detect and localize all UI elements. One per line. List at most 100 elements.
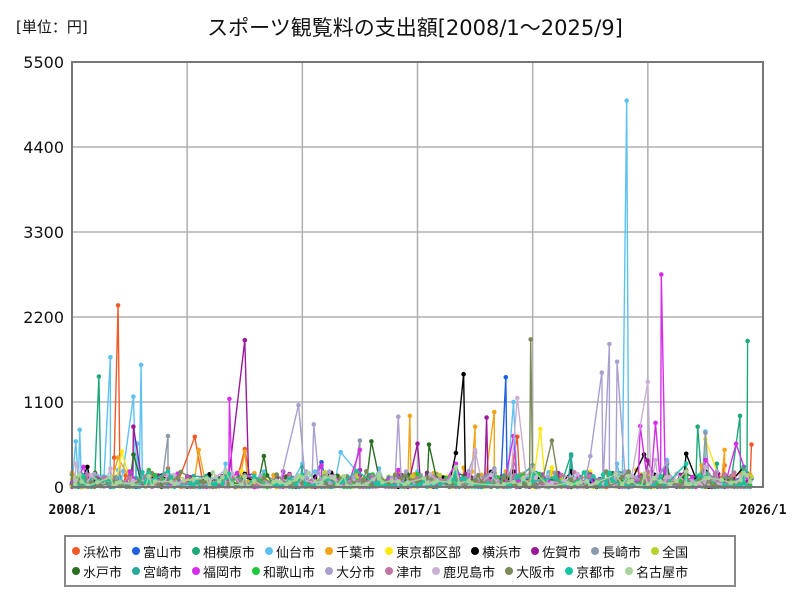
data-point [696,473,702,478]
data-point [594,480,599,485]
legend-label: 千葉市 [336,545,376,561]
data-point [168,474,174,480]
data-point [578,480,583,485]
data-point [407,413,413,419]
data-point [376,472,382,477]
data-point [77,427,82,433]
data-point [108,354,113,360]
legend-label: 横浜市 [482,545,522,561]
data-point [693,481,699,487]
legend: 浜松市 富山市 相模原市 仙台市 千葉市 東京都区部 横浜市 佐賀市 長崎市 全国 水戸市 宮崎市 福岡… [64,535,736,587]
data-point [81,464,86,470]
data-point [415,471,420,477]
data-point [127,469,132,474]
legend-label: 京都市 [576,565,616,581]
legend-label: 宮崎市 [143,565,183,581]
data-point [96,374,102,379]
data-point [357,447,363,453]
data-point [653,420,658,426]
data-point [191,482,196,488]
y-tick-label: 0 [54,478,64,497]
data-point [626,469,631,474]
legend-marker-icon [325,567,334,575]
legend-item: 大分市 [325,561,375,581]
data-point [472,478,478,483]
legend-item: 鹿児島市 [432,561,495,581]
x-tick-label: 2026/1 [740,503,787,518]
data-point [396,414,401,420]
data-point [369,439,374,444]
data-point [744,473,750,478]
data-point [690,474,695,480]
data-point [562,478,567,484]
legend-marker-icon [505,567,514,575]
legend-item: 千葉市 [325,541,375,561]
data-point [338,449,344,455]
data-point [261,469,267,474]
data-point [610,478,615,484]
data-point [472,447,478,453]
data-point [626,473,631,479]
x-tick-label: 2020/1 [509,503,556,518]
data-point [175,475,180,481]
legend-label: 大分市 [336,565,376,581]
data-point [204,476,209,481]
y-tick-label: 2200 [23,308,64,327]
data-point [360,477,366,483]
data-point [619,474,625,480]
data-point [149,470,155,476]
data-point [674,478,679,484]
legend-label: 水戸市 [83,565,123,581]
legend-marker-icon [432,567,441,575]
data-point [687,482,692,487]
data-point [741,470,747,476]
legend-marker-icon [132,547,141,555]
data-point [749,442,754,447]
x-tick-label: 2017/1 [394,503,441,518]
data-point [322,469,328,475]
data-point [354,468,360,474]
data-point [538,426,543,432]
data-point [466,478,472,484]
data-point [453,450,459,456]
legend-label: 仙台市 [276,545,316,561]
data-point [683,469,689,474]
chart-title: スポーツ観覧料の支出額[2008/1～2025/9] [207,16,623,40]
legend-item: 全国 [651,541,688,561]
series-lines [69,98,754,490]
data-point [479,479,484,485]
data-point [703,457,708,463]
data-point [115,455,121,460]
data-point [405,480,411,485]
data-point [252,478,257,484]
data-point [426,442,432,447]
legend-marker-icon [385,547,394,555]
legend-item: 長崎市 [591,541,641,561]
data-point [515,434,520,440]
data-point [130,482,136,487]
data-point [599,370,605,375]
x-tick-label: 2008/1 [49,503,96,518]
y-tick-label: 5500 [23,53,64,72]
data-point [402,473,408,478]
legend-marker-icon [471,547,480,555]
legend-marker-icon [192,547,201,555]
legend-label: 相模原市 [203,545,256,561]
data-point [738,477,743,483]
data-point [258,473,264,478]
data-point [651,475,657,481]
y-tick-label: 1100 [23,393,64,412]
data-point [196,447,201,453]
data-point [658,479,663,485]
data-point [528,337,533,342]
data-point [456,481,462,486]
data-point [645,379,651,385]
data-point [472,424,478,430]
data-point [220,474,225,480]
data-point [549,438,555,443]
data-point [658,474,663,479]
data-point [81,473,86,479]
data-point [653,457,658,463]
data-point [575,471,580,477]
data-point [588,453,593,459]
